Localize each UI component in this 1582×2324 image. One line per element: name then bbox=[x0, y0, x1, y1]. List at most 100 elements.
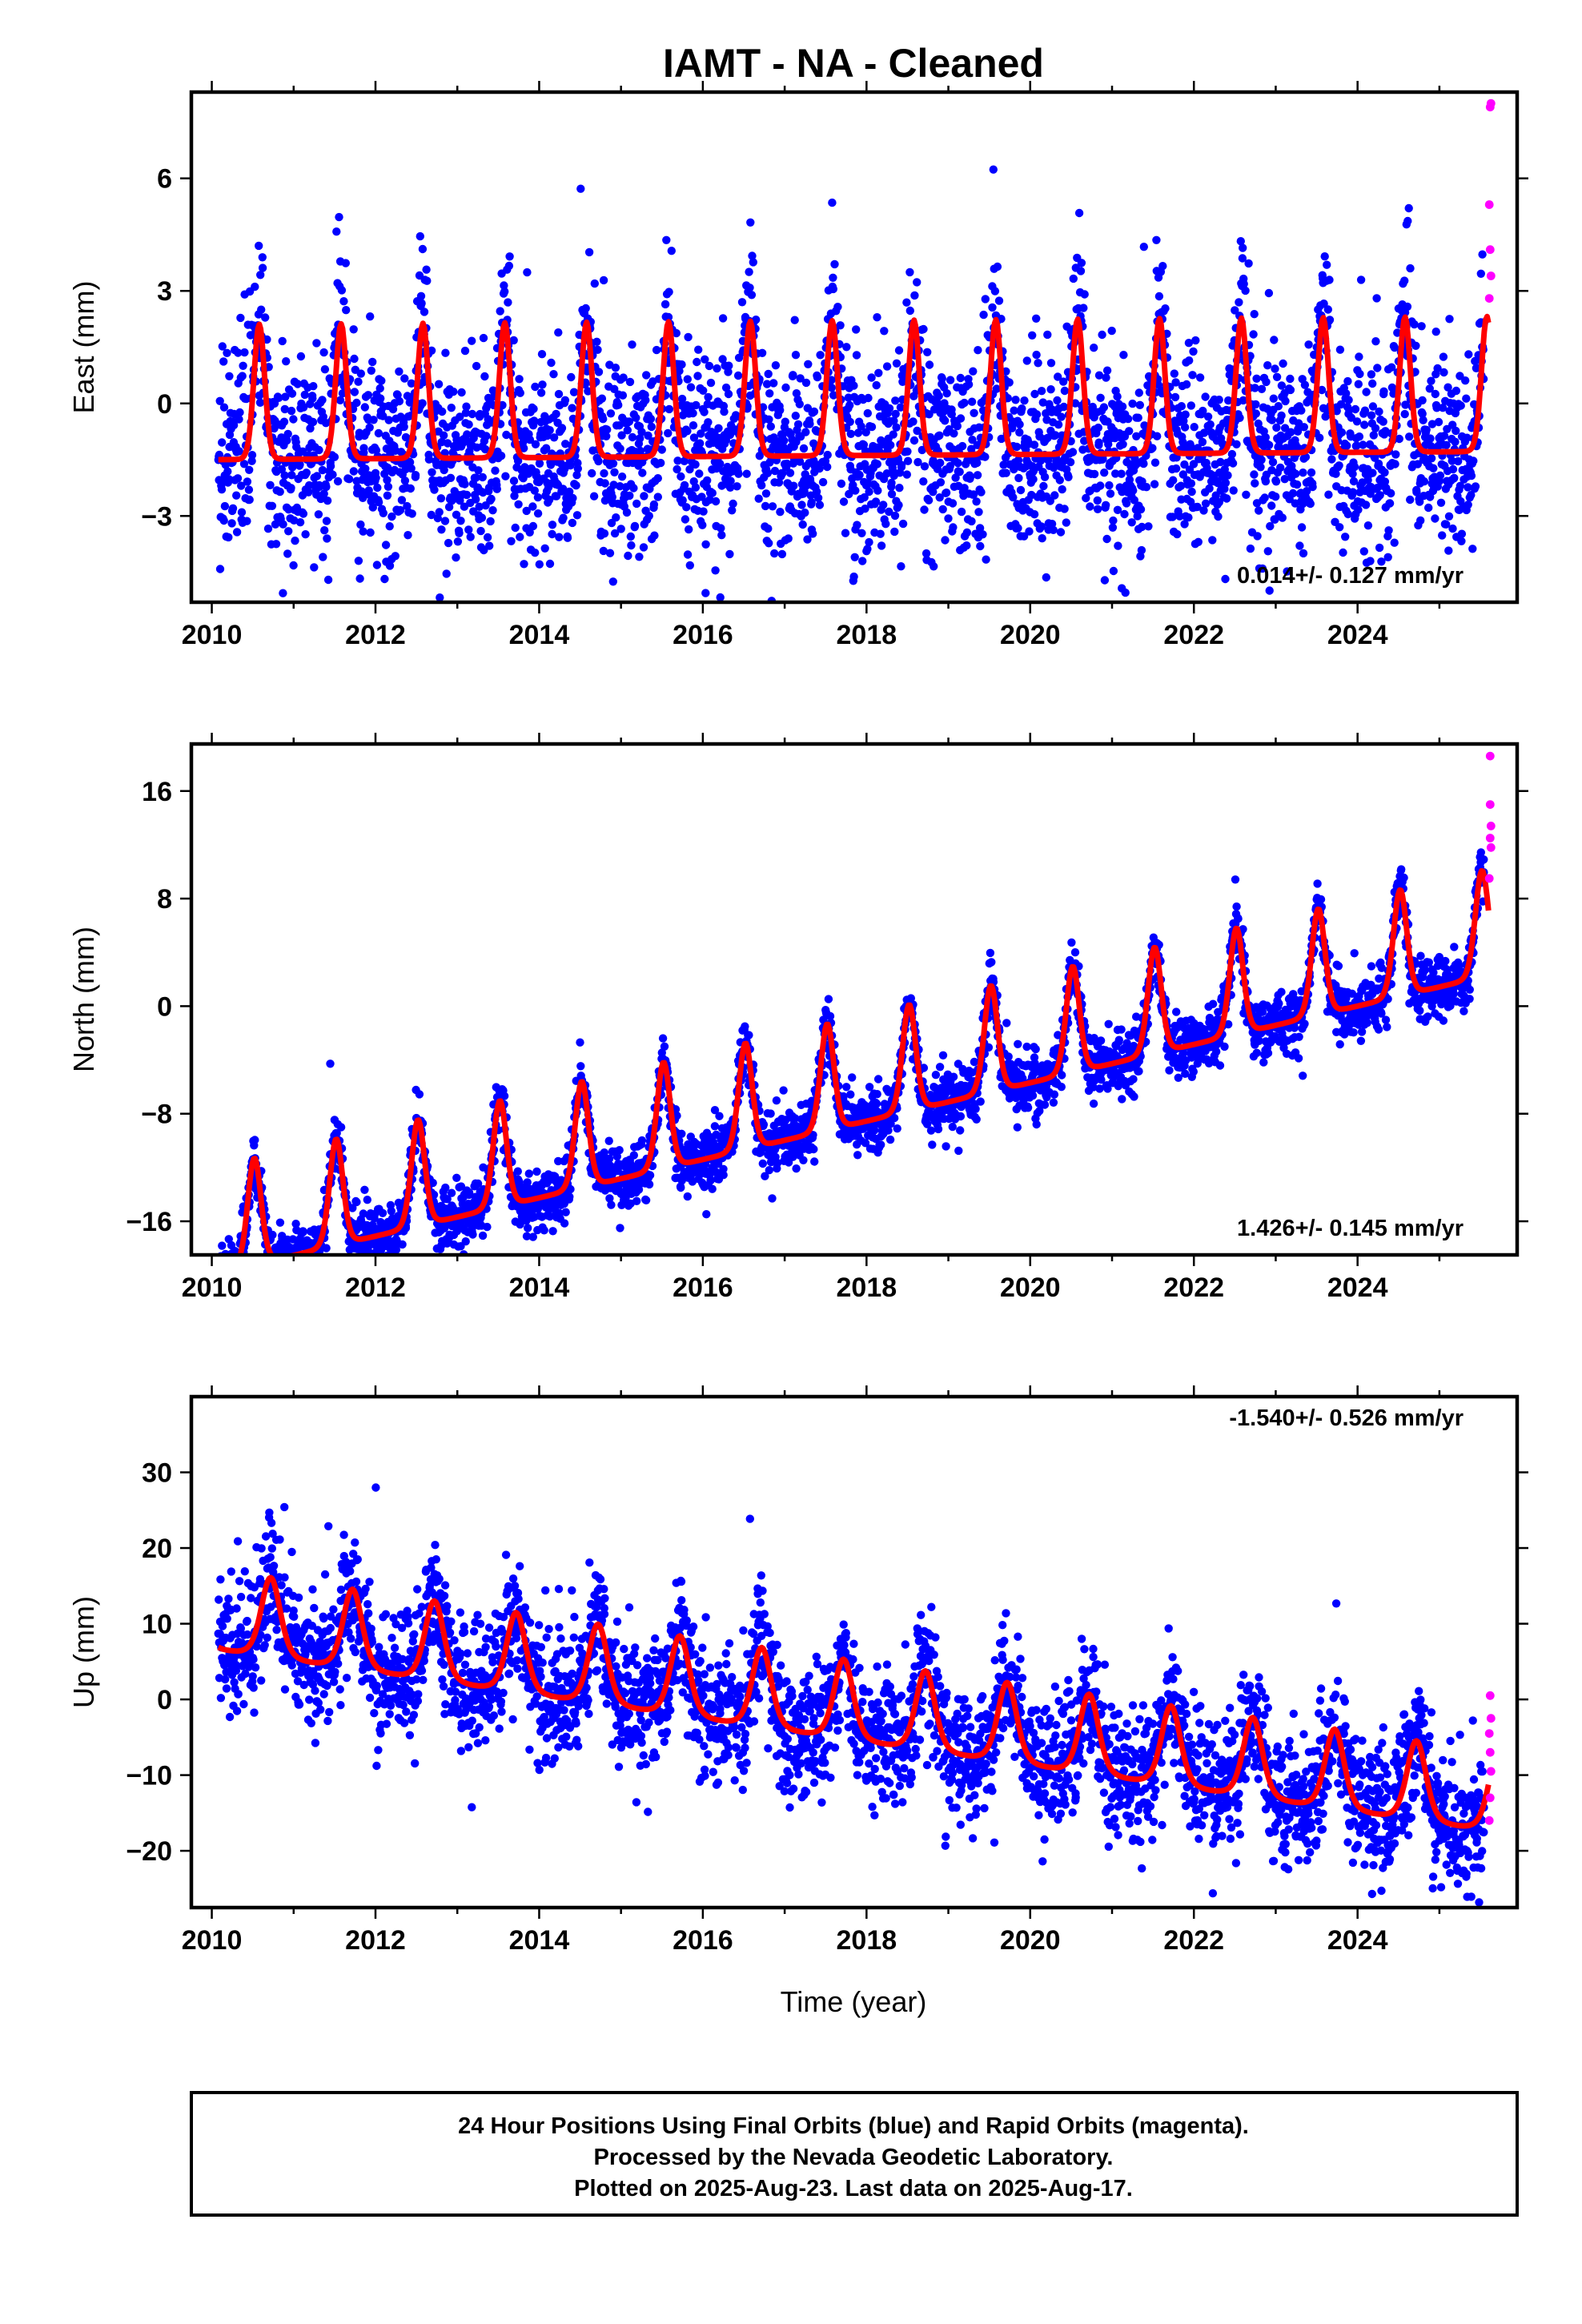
east-final-point bbox=[289, 561, 298, 570]
east-final-point bbox=[597, 394, 607, 403]
east-final-point bbox=[314, 510, 323, 519]
east-final-point bbox=[954, 459, 962, 468]
east-final-point bbox=[218, 438, 227, 447]
east-final-point bbox=[505, 252, 514, 261]
east-final-point bbox=[320, 365, 330, 374]
east-final-point bbox=[1343, 376, 1352, 386]
east-final-point bbox=[1418, 409, 1427, 418]
east-final-point bbox=[1046, 359, 1056, 368]
east-final-point bbox=[528, 502, 537, 511]
east-final-point bbox=[1299, 468, 1307, 477]
east-final-point bbox=[1325, 275, 1334, 284]
east-final-point bbox=[700, 408, 709, 416]
east-final-point bbox=[1359, 440, 1367, 449]
east-final-point bbox=[745, 283, 754, 292]
north-final-point bbox=[298, 1270, 306, 1278]
east-final-point bbox=[1371, 337, 1380, 346]
east-final-point bbox=[1265, 586, 1274, 595]
east-final-point bbox=[1337, 428, 1347, 437]
east-final-point bbox=[1154, 292, 1164, 301]
east-final-point bbox=[733, 371, 743, 380]
east-final-point bbox=[1093, 496, 1102, 505]
east-x-tick-label: 2022 bbox=[1163, 620, 1224, 650]
east-final-point bbox=[383, 491, 392, 500]
north-final-point bbox=[766, 1109, 775, 1118]
east-final-point bbox=[935, 493, 944, 502]
east-final-point bbox=[427, 346, 436, 355]
east-final-point bbox=[1032, 314, 1041, 323]
east-final-point bbox=[1182, 380, 1191, 389]
east-final-point bbox=[282, 357, 291, 366]
east-final-point bbox=[295, 518, 305, 527]
east-final-point bbox=[602, 432, 611, 440]
east-final-point bbox=[332, 227, 341, 236]
east-final-point bbox=[594, 456, 603, 466]
east-final-point bbox=[903, 447, 912, 456]
east-final-point bbox=[1140, 421, 1149, 430]
east-final-point bbox=[748, 251, 757, 260]
east-final-point bbox=[279, 417, 289, 426]
east-final-point bbox=[1014, 473, 1023, 483]
east-final-point bbox=[464, 525, 473, 534]
east-final-point bbox=[239, 361, 247, 370]
east-final-point bbox=[1059, 377, 1068, 386]
east-final-point bbox=[446, 473, 456, 482]
east-final-point bbox=[568, 518, 577, 528]
east-final-point bbox=[867, 422, 877, 432]
east-final-point bbox=[1398, 48, 1406, 56]
north-final-point bbox=[318, 1258, 326, 1266]
east-final-point bbox=[1032, 350, 1041, 360]
east-final-point bbox=[501, 472, 510, 480]
east-final-point bbox=[1271, 493, 1280, 501]
east-final-point bbox=[436, 494, 446, 503]
east-final-point bbox=[217, 485, 227, 494]
east-final-point bbox=[1258, 564, 1267, 573]
east-final-point bbox=[509, 476, 519, 485]
east-final-point bbox=[849, 381, 858, 390]
east-final-point bbox=[1442, 520, 1451, 529]
north-final-point bbox=[710, 1122, 720, 1131]
east-final-point bbox=[287, 471, 296, 480]
east-final-point bbox=[1360, 420, 1369, 429]
east-final-point bbox=[1029, 475, 1038, 484]
north-final-point bbox=[279, 1265, 287, 1273]
east-final-point bbox=[548, 529, 556, 539]
north-final-point bbox=[463, 1256, 471, 1264]
east-final-point bbox=[576, 184, 585, 193]
east-final-point bbox=[1223, 471, 1232, 480]
east-final-point bbox=[879, 501, 888, 509]
east-final-point bbox=[1231, 306, 1239, 315]
east-final-point bbox=[569, 388, 579, 396]
north-final-point bbox=[304, 1273, 312, 1281]
east-final-point bbox=[917, 445, 927, 455]
east-final-point bbox=[335, 396, 345, 404]
east-final-point bbox=[618, 391, 628, 400]
east-final-point bbox=[1431, 389, 1440, 399]
east-final-point bbox=[1272, 372, 1282, 381]
east-final-point bbox=[1324, 490, 1333, 499]
east-final-point bbox=[941, 416, 950, 425]
east-final-point bbox=[1220, 485, 1229, 493]
east-final-point bbox=[836, 321, 845, 330]
east-final-point bbox=[1187, 487, 1196, 497]
east-final-point bbox=[507, 537, 516, 545]
east-final-point bbox=[237, 508, 247, 517]
east-final-point bbox=[400, 374, 409, 383]
east-final-point bbox=[542, 444, 551, 452]
east-final-point bbox=[990, 287, 1000, 296]
east-final-point bbox=[1379, 387, 1388, 396]
east-final-point bbox=[380, 574, 389, 584]
north-final-point bbox=[440, 1224, 449, 1232]
east-final-point bbox=[1321, 412, 1330, 421]
east-final-point bbox=[718, 355, 727, 364]
east-final-point bbox=[474, 466, 483, 475]
east-y-tick-label: −3 bbox=[141, 501, 172, 532]
east-final-point bbox=[315, 445, 323, 455]
east-final-point bbox=[695, 469, 704, 478]
east-final-point bbox=[584, 247, 594, 257]
east-final-point bbox=[479, 333, 488, 343]
east-final-point bbox=[1136, 505, 1146, 514]
east-final-point bbox=[593, 345, 602, 354]
east-final-point bbox=[852, 351, 861, 360]
east-final-point bbox=[672, 328, 681, 338]
